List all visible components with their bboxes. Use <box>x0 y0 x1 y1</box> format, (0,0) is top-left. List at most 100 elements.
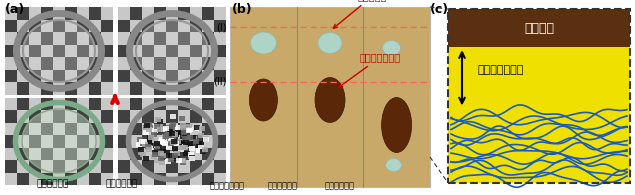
Bar <box>190 32 202 45</box>
Bar <box>168 153 173 158</box>
Bar <box>169 131 175 136</box>
Bar <box>118 123 130 135</box>
Bar <box>178 110 190 123</box>
Bar <box>178 82 190 95</box>
Bar <box>167 146 173 151</box>
Bar <box>180 145 186 150</box>
Bar <box>168 142 173 147</box>
Bar <box>155 117 161 122</box>
Bar <box>180 123 186 128</box>
Bar <box>160 153 166 158</box>
Bar <box>130 173 142 185</box>
Bar <box>180 160 186 165</box>
Bar <box>166 173 178 185</box>
Bar <box>17 123 29 135</box>
Bar <box>194 125 200 130</box>
Bar <box>118 45 130 57</box>
Bar <box>166 32 178 45</box>
Bar <box>154 157 159 162</box>
Bar <box>168 140 175 144</box>
Bar <box>168 157 173 162</box>
Bar <box>202 160 214 173</box>
Bar <box>166 144 171 150</box>
Bar <box>166 123 178 135</box>
Bar <box>156 139 161 144</box>
Bar <box>77 123 89 135</box>
Text: はつ液液体の層: はつ液液体の層 <box>478 65 525 75</box>
Bar <box>17 70 29 82</box>
Bar <box>177 143 183 148</box>
Bar <box>169 139 175 144</box>
Bar <box>130 110 142 123</box>
Bar <box>185 140 191 145</box>
Bar <box>190 135 202 148</box>
Bar <box>189 155 195 160</box>
Bar <box>178 147 184 152</box>
Bar <box>198 141 204 146</box>
Bar <box>53 123 65 135</box>
Bar <box>170 139 175 144</box>
Bar <box>167 127 173 132</box>
Bar <box>154 127 160 132</box>
Bar <box>145 144 151 150</box>
Bar <box>168 143 174 148</box>
Bar <box>163 126 169 131</box>
Bar <box>154 98 166 110</box>
Bar <box>174 142 180 147</box>
Bar <box>203 136 209 141</box>
Bar <box>5 148 17 160</box>
Bar <box>166 70 178 82</box>
Bar <box>169 140 175 145</box>
Bar <box>29 135 41 148</box>
Bar <box>169 131 175 136</box>
Bar <box>186 128 192 133</box>
Bar <box>169 129 175 134</box>
Bar <box>130 57 142 70</box>
Bar <box>53 32 65 45</box>
Bar <box>29 123 41 135</box>
Bar <box>168 141 174 146</box>
Bar <box>190 123 202 135</box>
Bar <box>29 7 41 20</box>
Bar <box>29 20 41 32</box>
Bar <box>145 122 152 127</box>
Bar <box>178 144 184 150</box>
Bar <box>53 82 65 95</box>
Bar <box>89 123 101 135</box>
Bar <box>142 82 154 95</box>
Bar <box>142 57 154 70</box>
Bar <box>151 132 157 137</box>
Bar <box>154 124 161 129</box>
Bar <box>152 138 158 143</box>
Bar <box>166 148 178 160</box>
Bar <box>214 57 226 70</box>
Bar <box>173 147 180 152</box>
Bar <box>53 148 65 160</box>
Bar <box>17 7 29 20</box>
Ellipse shape <box>318 33 342 53</box>
Bar <box>41 45 53 57</box>
Ellipse shape <box>383 41 401 56</box>
Bar <box>448 47 630 183</box>
Bar <box>101 7 113 20</box>
Bar <box>29 173 41 185</box>
Bar <box>190 20 202 32</box>
Bar <box>89 160 101 173</box>
Bar <box>5 110 17 123</box>
Bar <box>169 140 175 145</box>
Bar <box>170 122 176 127</box>
Bar <box>147 140 153 145</box>
Bar <box>154 124 160 129</box>
Bar <box>214 160 226 173</box>
Bar <box>185 142 190 146</box>
Bar <box>118 7 130 20</box>
Bar <box>166 125 172 130</box>
Bar <box>168 139 174 144</box>
Bar <box>162 134 168 139</box>
Bar <box>185 136 191 141</box>
Bar <box>152 152 158 157</box>
Bar <box>171 132 178 137</box>
Bar <box>170 139 177 144</box>
Bar <box>118 160 130 173</box>
Bar <box>101 148 113 160</box>
